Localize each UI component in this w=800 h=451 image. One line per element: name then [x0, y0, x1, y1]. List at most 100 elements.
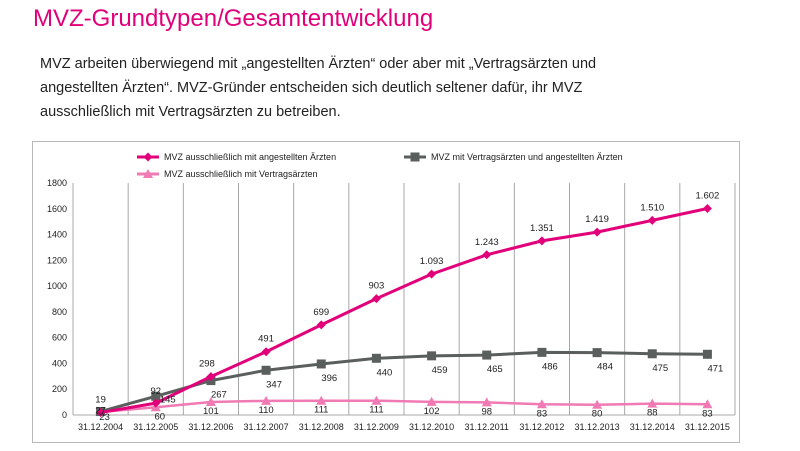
data-point — [371, 395, 382, 405]
data-point — [537, 347, 547, 357]
data-label: 475 — [652, 363, 668, 374]
data-label: 27 — [95, 406, 106, 417]
data-point — [205, 396, 216, 406]
data-label: 1.351 — [530, 223, 554, 234]
data-label: 465 — [487, 364, 503, 375]
data-label: 1.602 — [696, 191, 720, 202]
y-tick-label: 1200 — [47, 255, 67, 265]
data-point — [702, 204, 712, 214]
data-label: 903 — [368, 281, 384, 292]
data-point — [427, 351, 437, 361]
data-point — [371, 294, 381, 304]
data-point — [261, 395, 272, 405]
data-point — [482, 350, 492, 360]
legend-swatch-marker — [143, 152, 153, 162]
x-tick-label: 31.12.2012 — [519, 422, 564, 432]
intro-text: MVZ arbeiten überwiegend mit „angestellt… — [40, 52, 740, 124]
data-label: 1.510 — [640, 202, 664, 213]
line-chart: 0 200 400 600 800 1000 1200 1400 1600 1800 31.12.2… — [47, 152, 736, 432]
data-point — [151, 391, 161, 401]
intro-line-3: ausschließlich mit Vertragsärzten zu bet… — [40, 104, 341, 120]
series-line — [100, 350, 708, 413]
data-point — [536, 399, 547, 409]
data-label: 111 — [369, 405, 383, 416]
data-label: 486 — [542, 361, 558, 372]
data-label: 1.243 — [475, 237, 499, 248]
data-point — [647, 398, 658, 408]
data-label: 83 — [537, 408, 548, 419]
data-label: 1.093 — [420, 256, 444, 267]
x-tick-label: 31.12.2013 — [575, 422, 620, 432]
data-point — [261, 347, 271, 357]
x-tick-label: 31.12.2004 — [78, 422, 123, 432]
data-point — [592, 348, 602, 358]
data-label: 92 — [150, 386, 161, 397]
data-point — [316, 395, 327, 405]
data-label: 396 — [321, 373, 337, 384]
page-title: MVZ-Grundtypen/Gesamtentwicklung — [33, 5, 434, 32]
data-point — [482, 250, 492, 260]
data-point — [206, 372, 216, 382]
y-tick-label: 0 — [62, 410, 67, 420]
data-label: 80 — [592, 409, 603, 420]
x-tick-label: 31.12.2009 — [354, 422, 399, 432]
data-label: 101 — [203, 406, 219, 417]
data-label: 484 — [597, 362, 613, 373]
data-label: 111 — [314, 405, 328, 416]
data-point — [316, 320, 326, 330]
data-label: 347 — [266, 379, 282, 390]
data-label: 60 — [154, 411, 165, 422]
data-label: 440 — [376, 367, 392, 378]
x-tick-label: 31.12.2006 — [188, 422, 233, 432]
data-point — [261, 365, 271, 375]
chart-container: 0 200 400 600 800 1000 1200 1400 1600 1800 31.12.2… — [32, 141, 740, 443]
y-tick-label: 1400 — [47, 230, 67, 240]
data-label: 98 — [481, 406, 492, 417]
legend-swatch-marker — [143, 169, 153, 178]
data-label: 110 — [259, 405, 274, 416]
x-tick-label: 31.12.2007 — [244, 422, 289, 432]
data-point — [151, 398, 161, 408]
legend-label: MVZ mit Vertragsärzten und angestellten … — [431, 152, 623, 162]
y-tick-label: 1800 — [47, 178, 67, 188]
data-label: 699 — [313, 307, 329, 318]
data-point — [592, 399, 603, 409]
data-point — [702, 349, 712, 359]
data-label: 471 — [707, 363, 723, 374]
y-tick-label: 1600 — [47, 204, 67, 214]
data-point — [702, 399, 713, 409]
x-tick-label: 31.12.2014 — [630, 422, 675, 432]
data-point — [481, 397, 492, 407]
data-point — [426, 396, 437, 406]
data-label: 1.419 — [585, 214, 609, 225]
series-line — [100, 207, 708, 415]
data-point — [316, 359, 326, 369]
data-point — [371, 353, 381, 363]
data-label: 459 — [432, 365, 448, 376]
legend-label: MVZ ausschließlich mit Vertragsärzten — [164, 169, 318, 179]
x-tick-label: 31.12.2008 — [299, 422, 344, 432]
data-label: 102 — [424, 406, 440, 417]
y-tick-label: 200 — [52, 384, 67, 394]
data-point — [647, 349, 657, 359]
series-line — [100, 399, 708, 414]
intro-line-1: MVZ arbeiten überwiegend mit „angestellt… — [40, 56, 597, 72]
data-label: 298 — [199, 359, 215, 370]
data-point — [537, 236, 547, 246]
x-tick-label: 31.12.2015 — [685, 422, 730, 432]
data-point — [592, 227, 602, 237]
y-tick-label: 1000 — [47, 281, 67, 291]
data-point — [427, 269, 437, 279]
x-tick-label: 31.12.2011 — [465, 422, 509, 432]
x-tick-label: 31.12.2005 — [133, 422, 178, 432]
legend-swatch-marker — [410, 152, 420, 162]
data-label: 267 — [211, 390, 227, 401]
data-point — [647, 215, 657, 225]
data-label: 23 — [99, 412, 110, 423]
y-tick-label: 400 — [52, 358, 67, 368]
data-point — [96, 408, 106, 418]
data-label: 491 — [258, 334, 274, 345]
legend-label: MVZ ausschließlich mit angestellten Ärzt… — [164, 152, 336, 162]
data-label: 19 — [95, 395, 106, 406]
data-label: 145 — [160, 394, 176, 405]
